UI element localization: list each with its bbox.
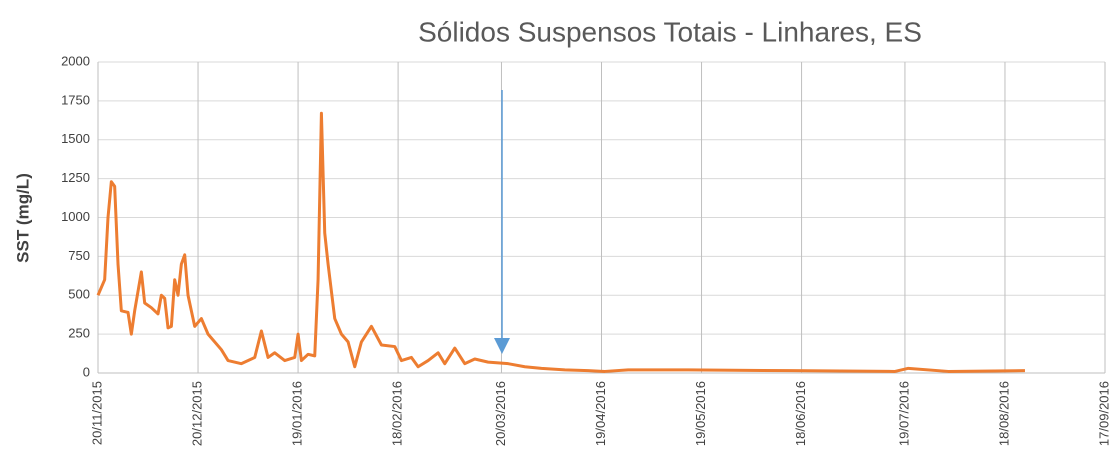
y-tick-label: 1000 <box>61 209 90 224</box>
y-tick-label: 1250 <box>61 170 90 185</box>
x-tick-label: 20/03/2016 <box>493 381 508 446</box>
x-tick-label: 19/07/2016 <box>896 381 911 446</box>
y-tick-label: 0 <box>83 364 90 379</box>
y-tick-label: 1500 <box>61 131 90 146</box>
y-tick-label: 500 <box>68 287 90 302</box>
x-tick-label: 18/06/2016 <box>793 381 808 446</box>
x-tick-label: 20/12/2015 <box>189 381 204 446</box>
arrow-head <box>494 338 510 354</box>
plot-area: 0 250 500 750 1000 1250 1500 1750 2000 20/11/2015… <box>61 53 1111 446</box>
x-tick-label: 19/01/2016 <box>290 381 305 446</box>
y-tick-label: 2000 <box>61 53 90 68</box>
chart-title: Sólidos Suspensos Totais - Linhares, ES <box>418 16 922 47</box>
y-tick-label: 750 <box>68 248 90 263</box>
y-tick-label: 1750 <box>61 92 90 107</box>
y-axis-label: SST (mg/L) <box>13 173 32 263</box>
x-tick-label: 17/09/2016 <box>1096 381 1111 446</box>
x-tick-label: 18/02/2016 <box>390 381 405 446</box>
x-tick-label: 18/08/2016 <box>996 381 1011 446</box>
x-tick-label: 20/11/2015 <box>89 381 104 445</box>
x-tick-label: 19/04/2016 <box>593 381 608 446</box>
data-line <box>96 111 1025 373</box>
y-tick-label: 250 <box>68 326 90 341</box>
annotation-arrow <box>494 90 510 354</box>
x-tick-label: 19/05/2016 <box>693 381 708 446</box>
